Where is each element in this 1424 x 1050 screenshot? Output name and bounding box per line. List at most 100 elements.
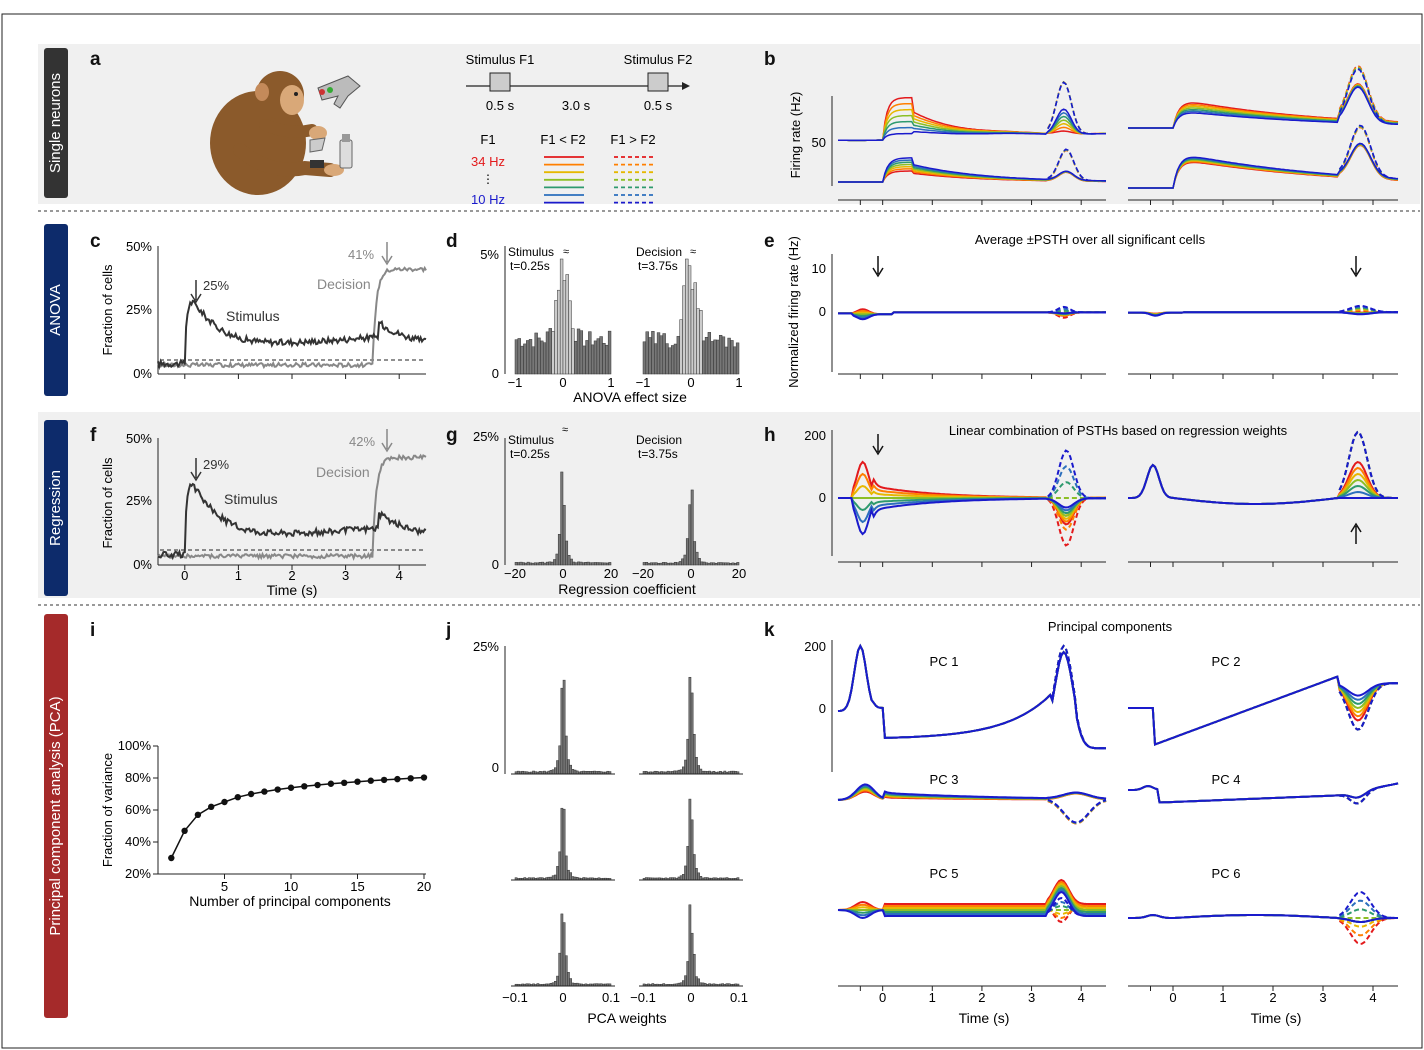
histogram-bar xyxy=(736,562,740,566)
row-title-pca: Principal component analysis (PCA) xyxy=(44,614,68,1018)
panel-letter-b: b xyxy=(764,49,776,70)
histogram-bar xyxy=(652,562,656,566)
d-xlabel: ANOVA effect size xyxy=(573,389,687,405)
histogram-bar xyxy=(686,961,690,987)
histogram-bar xyxy=(726,562,730,566)
histogram-bar xyxy=(696,308,700,375)
psth-trace-dashed xyxy=(1047,81,1106,135)
histogram-bar xyxy=(599,336,603,375)
histogram-bar xyxy=(656,332,661,375)
histogram-bar xyxy=(733,562,737,566)
psth-trace xyxy=(1128,675,1398,746)
histogram-bar xyxy=(648,337,652,375)
h-ytick-200: 200 xyxy=(804,428,826,443)
histogram-bar xyxy=(690,289,695,375)
histogram-bar xyxy=(645,562,649,566)
histogram-bar xyxy=(645,331,649,375)
f-peak-decision: 42% xyxy=(349,434,375,449)
h-arrow xyxy=(1350,522,1362,544)
i-data-point xyxy=(314,781,321,789)
j-histograms xyxy=(511,676,743,987)
histogram-bar xyxy=(603,562,607,566)
histogram-bar xyxy=(669,562,673,566)
histogram-bar xyxy=(553,559,557,566)
time-tick-label: 2 xyxy=(1269,990,1276,1005)
j-xlabel: PCA weights xyxy=(587,1010,666,1026)
panel-e: Average ±PSTH over all significant cells… xyxy=(786,232,1399,388)
histogram-bar xyxy=(581,562,585,566)
time-tick-label: 1 xyxy=(1219,990,1226,1005)
legend-header-gt: F1 > F2 xyxy=(610,132,655,147)
e-ytick-10: 10 xyxy=(812,261,826,276)
g-ytick-25: 25% xyxy=(473,429,499,444)
histogram-bar xyxy=(577,561,581,566)
psth-trace xyxy=(1128,675,1398,746)
histogram-bar xyxy=(601,562,605,566)
histogram-bar xyxy=(642,341,647,375)
histogram-bar xyxy=(699,310,703,375)
c-stimulus-label: Stimulus xyxy=(226,308,280,324)
duration-f2: 0.5 s xyxy=(644,98,673,113)
histogram-bar xyxy=(540,340,544,375)
histogram-bar xyxy=(549,770,553,775)
histogram-bar xyxy=(678,561,682,566)
histogram-bar xyxy=(697,765,700,775)
c-ytick-0: 0% xyxy=(133,366,152,381)
c-arrow-stimulus xyxy=(190,280,202,304)
histogram-bar xyxy=(688,798,692,881)
panel-letter-c: c xyxy=(90,231,101,252)
g-right-time: t=3.75s xyxy=(638,447,678,461)
histogram-bar xyxy=(524,562,528,566)
histogram-bar xyxy=(567,869,570,881)
g-right-label: Decision xyxy=(636,433,682,447)
histogram-bar xyxy=(545,561,549,566)
d-histogram-decision xyxy=(642,258,740,375)
i-data-point xyxy=(261,788,268,795)
panel-f: Fraction of cells 50% 25% 0% Stimulus De… xyxy=(100,429,427,598)
histogram-bar xyxy=(693,541,697,566)
g-axis-break: ≈ xyxy=(562,424,568,436)
panel-letter-k: k xyxy=(764,620,775,641)
histogram-bar xyxy=(649,562,653,566)
panel-i: Fraction of variance 100% 80% 60% 40% 20% 5 1… xyxy=(100,738,431,909)
histogram-bar xyxy=(671,562,675,566)
histogram-bar xyxy=(584,562,588,566)
i-data-point xyxy=(168,854,175,862)
histogram-bar xyxy=(557,534,561,566)
histogram-bar xyxy=(585,340,589,375)
stimulus-f2-label: Stimulus F2 xyxy=(624,52,693,67)
psth-trace-dashed xyxy=(1047,907,1106,916)
time-tick-label: 0 xyxy=(1169,990,1176,1005)
k-title: Principal components xyxy=(1048,619,1173,634)
histogram-bar xyxy=(688,676,692,775)
psth-trace xyxy=(1128,675,1398,746)
histogram-bar xyxy=(557,289,561,375)
histogram-bar xyxy=(724,562,728,566)
histogram-bar xyxy=(654,343,658,375)
panel-letter-f: f xyxy=(90,425,97,446)
histogram-bar xyxy=(718,334,723,375)
histogram-bar xyxy=(572,561,576,566)
e-ytick-0: 0 xyxy=(819,304,826,319)
i-ylabel: Fraction of variance xyxy=(100,753,115,867)
g-left-label: Stimulus xyxy=(508,433,554,447)
histogram-bar xyxy=(712,562,716,566)
i-data-point xyxy=(274,786,281,793)
histogram-bar xyxy=(684,975,687,987)
psth-trace-dashed xyxy=(1047,644,1106,750)
histogram-bar xyxy=(697,978,700,987)
histogram-bar xyxy=(569,764,572,775)
g-xtick: −20 xyxy=(504,566,526,581)
histogram-bar xyxy=(677,769,681,775)
psth-trace-dashed xyxy=(1047,798,1107,824)
histogram-bar xyxy=(528,339,533,375)
g-ytick-0: 0 xyxy=(492,557,499,572)
histogram-bar xyxy=(571,769,575,775)
psth-trace xyxy=(838,108,1106,142)
psth-trace xyxy=(838,497,1106,536)
i-data-point xyxy=(394,775,401,783)
i-variance-points xyxy=(168,774,428,862)
histogram-bar xyxy=(541,561,545,566)
histogram-bar xyxy=(536,562,540,566)
g-histogram-decision xyxy=(642,489,740,566)
